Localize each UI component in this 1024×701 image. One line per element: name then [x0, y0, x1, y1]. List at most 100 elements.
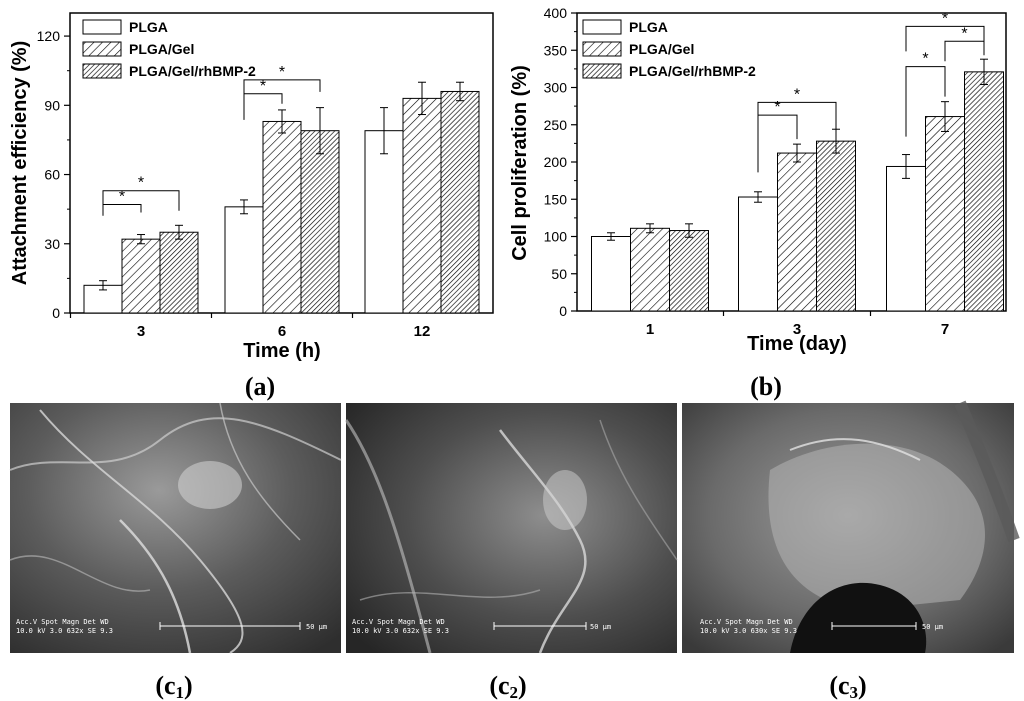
- bar: [591, 236, 631, 312]
- legend-label: PLGA/Gel: [629, 41, 694, 57]
- significance-bracket: [905, 25, 985, 52]
- y-tick-label: 90: [44, 97, 60, 113]
- bar: [121, 238, 161, 314]
- bar: [964, 71, 1004, 312]
- significance-star: *: [922, 51, 928, 68]
- legend-label: PLGA/Gel: [129, 41, 194, 57]
- bar: [669, 230, 709, 312]
- y-axis-title: Attachment efficiency (%): [9, 41, 31, 286]
- y-tick-label: 350: [544, 42, 568, 58]
- legend-label: PLGA: [129, 19, 168, 35]
- bar: [300, 130, 340, 314]
- significance-star: *: [961, 25, 967, 42]
- sem-info1-c3: Acc.V Spot Magn Det WD: [700, 618, 793, 626]
- y-tick-label: 0: [559, 303, 567, 319]
- significance-bracket: [757, 114, 798, 151]
- bar: [402, 97, 442, 314]
- significance-bracket: [102, 190, 180, 216]
- y-tick-label: 200: [544, 154, 568, 170]
- y-tick-label: 100: [544, 229, 568, 245]
- sem-info2-c1: 10.0 kV 3.0 632x SE 9.3: [16, 627, 113, 635]
- legend-swatch: [82, 41, 122, 57]
- significance-bracket: [757, 101, 837, 173]
- sem-image-c2: [344, 403, 678, 654]
- legend-label: PLGA: [629, 19, 668, 35]
- sem-scale-c3: 50 µm: [922, 623, 943, 631]
- sem-info1-c2: Acc.V Spot Magn Det WD: [352, 618, 445, 626]
- legend-label: PLGA/Gel/rhBMP-2: [129, 63, 256, 79]
- y-tick-label: 400: [544, 5, 568, 21]
- panel-label-c3-end: ): [858, 671, 867, 700]
- bar: [925, 116, 965, 312]
- panel-label-c2-main: (c: [489, 671, 509, 700]
- legend-swatch: [82, 63, 122, 79]
- x-axis-title: Time (day): [747, 333, 847, 355]
- significance-star: *: [260, 78, 266, 95]
- y-tick-label: 300: [544, 80, 568, 96]
- bar: [777, 152, 817, 312]
- sem-image-c1: [9, 402, 342, 654]
- y-tick-label: 120: [37, 28, 61, 44]
- x-tick-label: 1: [646, 321, 654, 338]
- significance-star: *: [794, 86, 800, 103]
- bar: [262, 120, 302, 314]
- significance-star: *: [279, 64, 285, 81]
- bar: [630, 227, 670, 312]
- y-tick-label: 30: [44, 236, 60, 252]
- y-tick-label: 0: [52, 305, 60, 321]
- chart-attachment-efficiency: 0 30 60 90 120 3 6 12 * * * * PLGA PLGA/Gel PLGA/Gel/r…: [9, 12, 494, 362]
- bar: [364, 130, 404, 314]
- legend-swatch: [582, 19, 622, 35]
- y-tick-label: 250: [544, 117, 568, 133]
- y-tick-label: 60: [44, 167, 60, 183]
- significance-star: *: [774, 99, 780, 116]
- panel-label-b: (b): [750, 372, 782, 401]
- bar: [738, 196, 778, 312]
- legend-swatch: [582, 63, 622, 79]
- bar: [816, 140, 856, 312]
- y-tick-label: 50: [551, 266, 567, 282]
- sem-scale-c2: 50 µm: [590, 623, 611, 631]
- panel-label-c2-sub: 2: [510, 683, 519, 701]
- x-tick-label: 7: [941, 321, 949, 338]
- x-tick-label: 12: [414, 323, 431, 340]
- significance-star: *: [138, 175, 144, 192]
- x-axis-title: Time (h): [243, 340, 320, 362]
- sem-image-c3: [682, 400, 1020, 653]
- sem-info2-c3: 10.0 kV 3.0 630x SE 9.3: [700, 627, 797, 635]
- significance-star: *: [119, 189, 125, 206]
- bar: [159, 231, 199, 314]
- panel-label-a: (a): [245, 372, 275, 401]
- panel-label-c1-main: (c: [155, 671, 175, 700]
- panel-label-c1-sub: 1: [176, 683, 185, 701]
- significance-bracket: [944, 40, 985, 62]
- chart-cell-proliferation: 0 50 100 150 200 250 300 350 400 1 3 7 * * * * * PLGA PLGA…: [509, 5, 1007, 355]
- bar: [886, 165, 926, 312]
- x-tick-label: 3: [137, 323, 145, 340]
- sem-info1-c1: Acc.V Spot Magn Det WD: [16, 618, 109, 626]
- significance-bracket: [905, 66, 946, 137]
- significance-bracket: [243, 93, 283, 119]
- x-tick-label: 3: [793, 321, 801, 338]
- legend-swatch: [582, 41, 622, 57]
- significance-bracket: [243, 79, 321, 120]
- panel-label-c3-sub: 3: [850, 683, 859, 701]
- panel-label-c3: (c3): [829, 671, 866, 701]
- panel-label-c1-end: ): [184, 671, 193, 700]
- sem-info2-c2: 10.0 kV 3.0 632x SE 9.3: [352, 627, 449, 635]
- x-tick-label: 6: [278, 323, 286, 340]
- panel-label-c1: (c1): [155, 671, 192, 701]
- legend-swatch: [82, 19, 122, 35]
- y-axis-title: Cell proliferation (%): [509, 65, 531, 261]
- y-tick-label: 150: [544, 191, 568, 207]
- significance-bracket: [102, 204, 142, 215]
- bar: [224, 206, 264, 314]
- legend-label: PLGA/Gel/rhBMP-2: [629, 63, 756, 79]
- panel-label-c2-end: ): [518, 671, 527, 700]
- bar: [440, 90, 480, 314]
- panel-label-c2: (c2): [489, 671, 526, 701]
- panel-label-c3-main: (c: [829, 671, 849, 700]
- sem-scale-c1: 50 µm: [306, 623, 327, 631]
- significance-star: *: [942, 10, 948, 27]
